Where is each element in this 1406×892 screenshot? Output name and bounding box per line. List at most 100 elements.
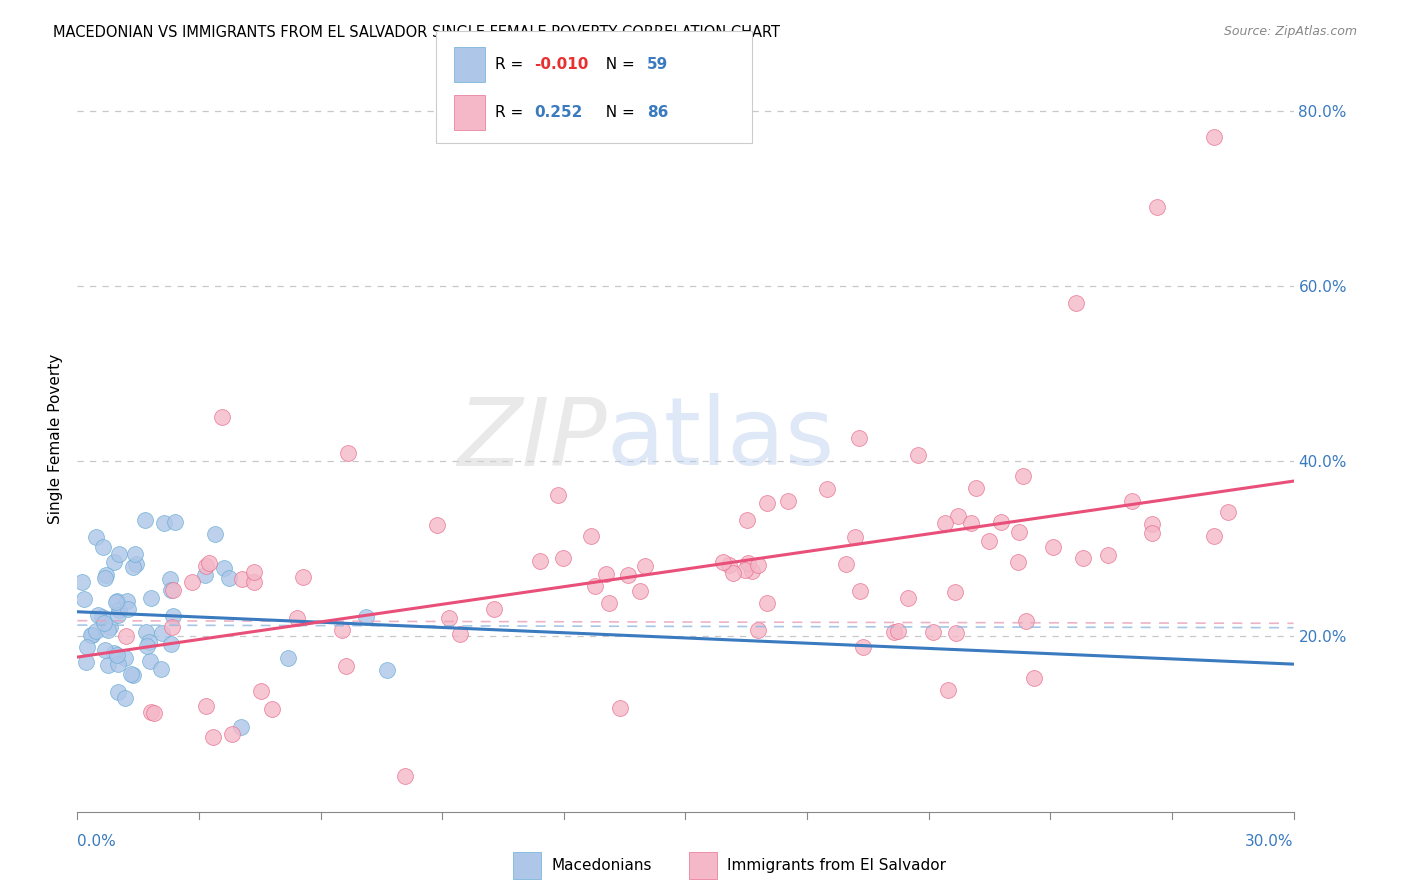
Point [114, 691, 136, 706]
Point [107, 657, 129, 671]
Text: 59: 59 [647, 57, 668, 72]
Point [135, 639, 157, 653]
Point [1121, 494, 1143, 508]
Point [198, 556, 221, 570]
Point [583, 579, 606, 593]
Point [93, 615, 115, 630]
Point [1071, 551, 1094, 566]
Point [1064, 296, 1087, 310]
Point [76, 640, 98, 654]
Point [735, 513, 758, 527]
Point [91, 540, 114, 554]
Point [965, 481, 987, 495]
Point [160, 637, 183, 651]
Point [897, 591, 920, 606]
Point [1140, 516, 1163, 531]
Point [139, 705, 162, 719]
Point [108, 602, 131, 616]
Point [717, 558, 740, 572]
Text: 0.0%: 0.0% [77, 834, 117, 848]
Point [160, 620, 183, 634]
Point [711, 554, 734, 568]
Text: R =: R = [495, 57, 529, 72]
Point [721, 566, 744, 580]
Point [134, 513, 156, 527]
Point [547, 488, 569, 502]
Point [221, 726, 243, 740]
Text: 0.252: 0.252 [534, 105, 582, 120]
Point [336, 446, 359, 460]
Point [103, 555, 125, 569]
Point [332, 624, 354, 638]
Point [115, 629, 138, 643]
Point [844, 530, 866, 544]
Point [598, 596, 620, 610]
Point [139, 654, 162, 668]
Point [142, 706, 165, 720]
Point [75, 655, 97, 669]
Point [162, 583, 184, 598]
Point [250, 684, 273, 698]
Point [776, 494, 799, 508]
Point [94, 567, 117, 582]
Point [848, 583, 870, 598]
Point [243, 574, 266, 589]
Point [1011, 469, 1033, 483]
Point [84, 530, 107, 544]
Point [426, 517, 449, 532]
Point [835, 558, 858, 572]
Point [162, 608, 184, 623]
Point [218, 572, 240, 586]
Point [747, 623, 769, 637]
Point [107, 594, 129, 608]
Point [117, 601, 139, 615]
Point [394, 769, 416, 783]
Point [231, 572, 253, 586]
Point [943, 584, 966, 599]
Point [277, 651, 299, 665]
Point [354, 610, 377, 624]
Point [815, 482, 838, 496]
Point [114, 651, 136, 665]
Point [90, 610, 112, 624]
Point [1146, 200, 1168, 214]
Point [628, 583, 651, 598]
Point [94, 571, 117, 585]
Point [291, 569, 314, 583]
Text: Macedonians: Macedonians [551, 858, 651, 872]
Point [883, 625, 905, 640]
Point [482, 601, 505, 615]
Text: 30.0%: 30.0% [1246, 834, 1294, 848]
Point [946, 509, 969, 524]
Point [153, 516, 176, 531]
Point [907, 448, 929, 462]
Point [634, 558, 657, 573]
Point [70, 574, 93, 589]
Point [103, 646, 125, 660]
Point [375, 663, 398, 677]
Point [852, 640, 875, 655]
Point [139, 591, 162, 606]
Point [1022, 671, 1045, 685]
Point [229, 720, 252, 734]
Text: 86: 86 [647, 105, 668, 120]
Point [97, 658, 120, 673]
Point [609, 701, 631, 715]
Point [1204, 130, 1226, 145]
Text: Source: ZipAtlas.com: Source: ZipAtlas.com [1223, 25, 1357, 38]
Point [107, 685, 129, 699]
Text: atlas: atlas [606, 393, 835, 485]
Point [1204, 529, 1226, 543]
Point [579, 528, 602, 542]
Point [204, 527, 226, 541]
Text: N =: N = [596, 105, 640, 120]
Point [990, 516, 1012, 530]
Point [1007, 524, 1029, 539]
Point [755, 496, 778, 510]
Point [150, 625, 173, 640]
Point [595, 566, 617, 581]
Point [922, 624, 945, 639]
Point [194, 568, 217, 582]
Text: R =: R = [495, 105, 529, 120]
Point [124, 547, 146, 561]
